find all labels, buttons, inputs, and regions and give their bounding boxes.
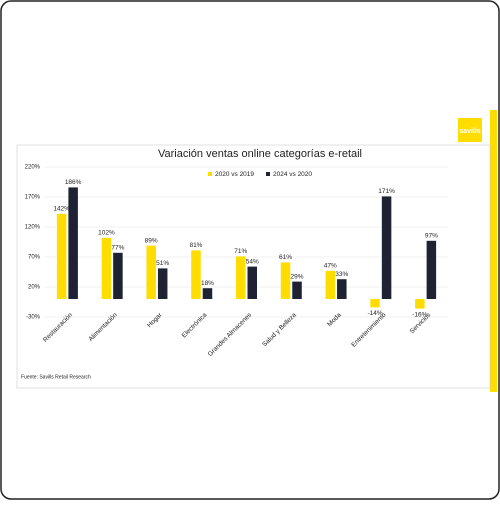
value-label: 29% [291, 273, 304, 280]
chart-title: Variación ventas online categorías e-ret… [158, 148, 362, 160]
bar [337, 279, 347, 299]
value-label: 102% [98, 230, 115, 237]
value-label: -14% [367, 310, 382, 317]
bar [236, 256, 246, 299]
y-tick-label: 170% [25, 195, 41, 201]
bar [292, 281, 302, 299]
value-label: 186% [65, 179, 82, 186]
bar [101, 237, 112, 299]
value-label: 18% [201, 280, 214, 287]
y-tick-label: 70% [28, 255, 41, 261]
y-tick-label: 120% [25, 225, 41, 231]
value-label: 54% [246, 258, 259, 265]
bar [280, 262, 291, 299]
bar [381, 196, 392, 299]
chart-box [16, 144, 491, 389]
legend-label: 2024 vs 2020 [273, 171, 312, 178]
legend-swatch [266, 172, 270, 176]
value-label: 71% [234, 248, 247, 255]
legend-swatch [208, 172, 212, 176]
value-label: 81% [189, 242, 202, 249]
bar [370, 299, 380, 308]
source: Fuente: Savills Retail Research [21, 374, 91, 380]
logo: savills [459, 128, 481, 135]
bar [56, 213, 67, 299]
legend-label: 2020 vs 2019 [215, 171, 254, 178]
bar [415, 299, 425, 309]
logo-box [458, 118, 482, 142]
value-label: 33% [335, 271, 348, 278]
value-label: 89% [145, 237, 158, 244]
accent-bar [490, 110, 497, 392]
bar [157, 268, 168, 299]
bar [202, 288, 213, 299]
value-label: 97% [425, 233, 438, 240]
value-label: 51% [156, 260, 169, 267]
bar [191, 250, 201, 299]
bar [426, 240, 437, 299]
value-label: 47% [324, 263, 337, 270]
value-label: 77% [111, 245, 124, 252]
value-label: 61% [279, 254, 292, 261]
y-tick-label: 20% [28, 285, 41, 291]
bar [68, 187, 78, 299]
bar [146, 245, 156, 299]
bar [247, 266, 257, 299]
value-label: -16% [412, 311, 427, 318]
bar [325, 270, 336, 299]
y-tick-label: 220% [25, 165, 41, 171]
bar [113, 252, 123, 299]
value-label: 171% [378, 188, 395, 195]
y-tick-label: -30% [26, 315, 41, 321]
value-label: 142% [53, 206, 70, 213]
